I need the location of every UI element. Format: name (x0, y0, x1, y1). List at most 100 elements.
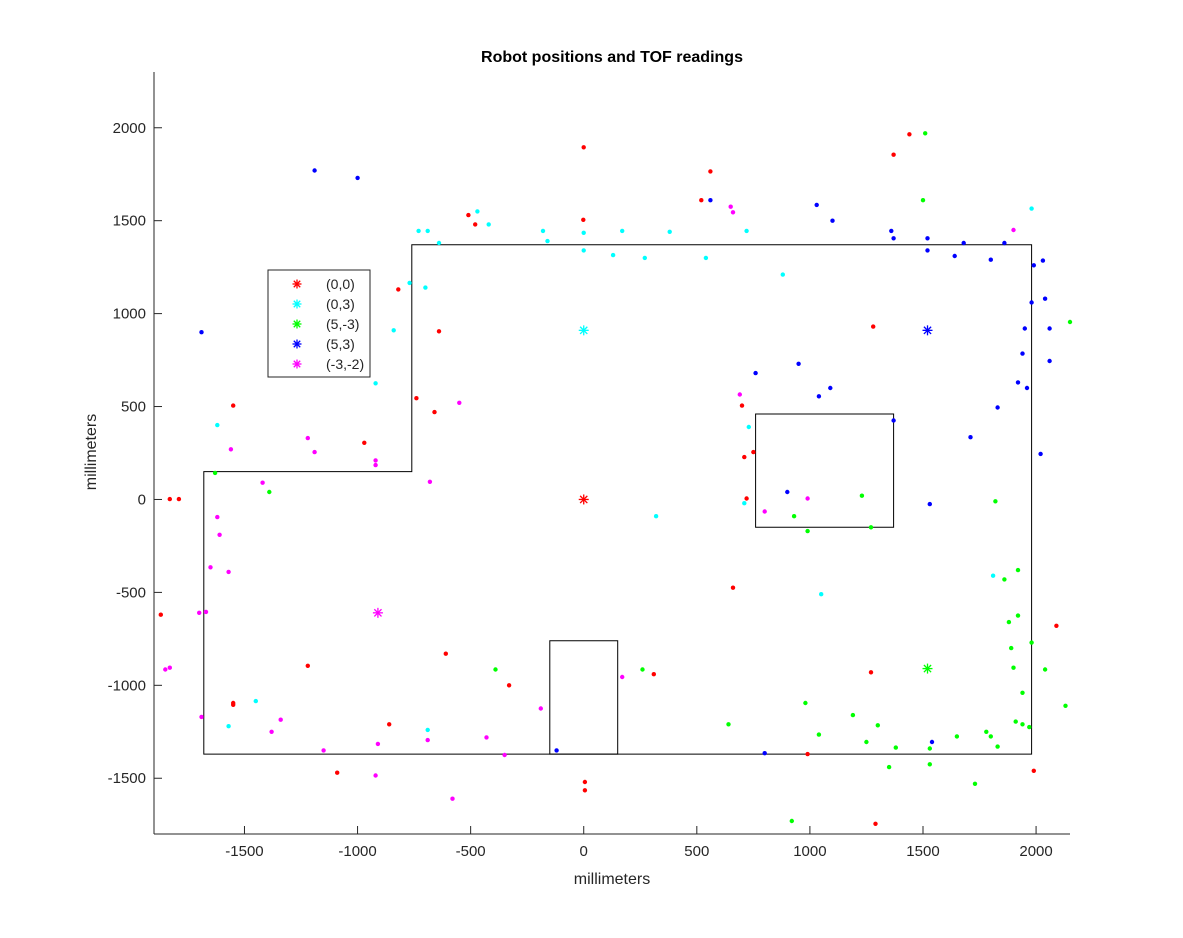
tof-point (789, 818, 794, 824)
tof-point (891, 152, 896, 157)
tof-point (176, 496, 182, 502)
tof-point (708, 198, 713, 203)
tof-point (868, 670, 874, 675)
tof-point (197, 610, 202, 615)
map-outline (203, 244, 1033, 755)
robot-position-marker (578, 325, 589, 336)
tof-point (805, 528, 810, 534)
tof-point (728, 204, 733, 209)
tof-point (167, 496, 172, 502)
legend-label: (5,-3) (326, 316, 359, 332)
tof-point (312, 449, 317, 455)
tof-point (373, 381, 378, 386)
tof-point (952, 253, 957, 259)
data-points (158, 131, 1073, 826)
tof-point (1024, 385, 1030, 391)
tof-point (984, 729, 989, 734)
tof-point (667, 229, 672, 234)
tof-point (927, 762, 932, 767)
tof-point (582, 788, 588, 793)
tof-point (744, 228, 749, 234)
tof-point (1027, 724, 1032, 730)
tof-point (746, 424, 751, 430)
x-ticks: -1500 -1000 -500 0 500 1000 1500 2000 (225, 826, 1053, 860)
tof-point (907, 132, 912, 137)
tof-point (226, 569, 231, 575)
tof-point (1038, 451, 1043, 457)
tof-point (581, 248, 586, 253)
plot-area (158, 131, 1073, 826)
tof-point (640, 667, 645, 672)
tof-point (443, 651, 448, 656)
tof-point (582, 779, 588, 785)
tof-point (199, 330, 204, 335)
legend-label: (-3,-2) (326, 356, 364, 372)
tof-point (859, 493, 865, 498)
y-axis-label: millimeters (83, 414, 100, 490)
tof-point (450, 796, 455, 801)
outer-wall (203, 244, 1033, 755)
tof-point (506, 683, 512, 688)
tof-point (267, 489, 272, 495)
tof-point (436, 240, 442, 246)
tof-point (785, 489, 790, 495)
tof-point (653, 514, 659, 519)
tof-point (199, 714, 204, 720)
tof-point (988, 734, 993, 739)
tof-point (396, 287, 401, 292)
robot-position-marker (922, 663, 933, 674)
tof-point (893, 745, 898, 750)
tof-point (1015, 613, 1021, 618)
tof-point (425, 228, 430, 234)
y-tick-label: 500 (121, 399, 146, 416)
x-tick-label: -500 (456, 843, 486, 860)
tof-point (1022, 326, 1027, 331)
tof-point (830, 218, 835, 223)
tof-point (988, 257, 993, 262)
tof-point (1063, 703, 1068, 708)
axes: -1500 -1000 -500 0 500 1000 1500 2000 -1500 -100… (108, 72, 1070, 860)
tof-point (1011, 665, 1016, 670)
series-points (199, 168, 1052, 756)
tof-point (796, 361, 801, 366)
tof-point (1042, 667, 1048, 672)
tof-point (1013, 719, 1018, 724)
tof-point (1029, 640, 1034, 645)
tof-point (968, 435, 973, 440)
tof-point (457, 400, 462, 405)
tof-point (484, 735, 489, 740)
legend-marker (292, 299, 302, 309)
tof-point (620, 228, 625, 234)
tof-point (540, 228, 546, 234)
tof-point (1015, 567, 1021, 573)
chart-title: Robot positions and TOF readings (481, 49, 743, 66)
tof-point (891, 418, 896, 423)
tof-point (423, 285, 428, 290)
tof-point (1040, 258, 1046, 263)
tof-point (1031, 768, 1037, 773)
tof-point (362, 440, 367, 445)
robot-position-marker (372, 607, 383, 618)
tof-point (1020, 690, 1025, 695)
tof-point (1011, 227, 1016, 233)
tof-point (305, 663, 310, 668)
tof-point (1047, 326, 1052, 331)
tof-point (708, 169, 713, 174)
tof-point (305, 435, 310, 441)
tof-point (929, 739, 935, 745)
tof-point (703, 255, 709, 261)
legend-marker (292, 359, 302, 369)
tof-point (312, 168, 317, 173)
tof-point (321, 748, 326, 753)
tof-point (1015, 380, 1021, 385)
tof-point (816, 732, 822, 737)
tof-point (215, 514, 220, 520)
tof-point (816, 394, 822, 399)
tof-point (163, 667, 168, 672)
y-tick-label: 1000 (113, 306, 146, 323)
robot-position-markers (372, 325, 933, 674)
tof-point (737, 392, 742, 397)
legend: (0,0) (0,3) (5,-3) (5,3) (-3,-2) (267, 269, 371, 378)
tof-point (466, 212, 471, 218)
legend-box (267, 269, 371, 378)
